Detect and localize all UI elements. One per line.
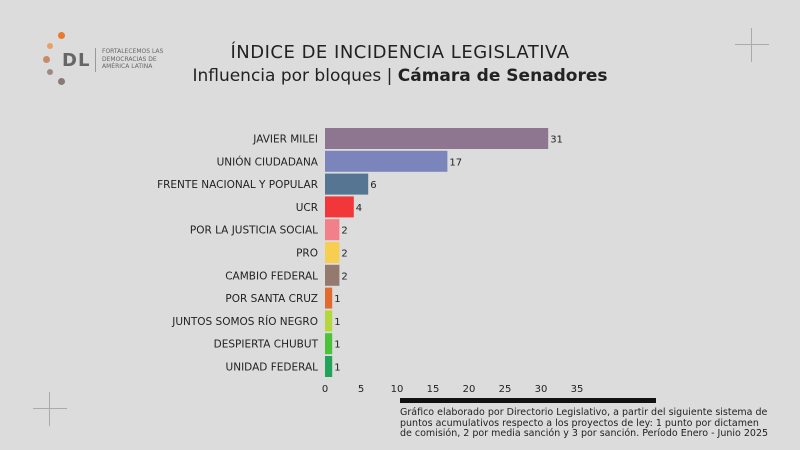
x-tick-label: 10 — [391, 384, 404, 395]
x-tick-label: 25 — [499, 384, 512, 395]
category-label: JUNTOS SOMOS RÍO NEGRO — [171, 315, 318, 328]
bar-9 — [325, 333, 333, 355]
logo-tagline: FORTALECEMOS LAS DEMOCRACIAS DE AMÉRICA … — [102, 48, 164, 70]
category-label: DESPIERTA CHUBUT — [214, 339, 319, 351]
bar-8 — [325, 310, 333, 332]
category-label: POR LA JUSTICIA SOCIAL — [190, 225, 318, 237]
bar-4 — [325, 219, 340, 241]
bar-2 — [325, 173, 369, 195]
category-label: PRO — [296, 248, 318, 260]
x-tick-label: 30 — [535, 384, 548, 395]
bar-6 — [325, 264, 340, 286]
value-label: 1 — [334, 317, 340, 328]
logo-dot — [58, 78, 65, 85]
value-label: 2 — [341, 249, 347, 260]
value-label: 2 — [341, 226, 347, 237]
value-label: 31 — [550, 135, 563, 146]
category-label: FRENTE NACIONAL Y POPULAR — [157, 179, 318, 191]
category-label: UNIDAD FEDERAL — [226, 362, 319, 374]
logo: DL FORTALECEMOS LAS DEMOCRACIAS DE AMÉRI… — [40, 30, 180, 90]
logo-dot — [47, 69, 53, 75]
x-tick-label: 15 — [427, 384, 440, 395]
value-label: 1 — [334, 294, 340, 305]
bar-0 — [325, 128, 549, 149]
value-label: 2 — [341, 271, 347, 282]
page-subtitle: Influencia por bloques | Cámara de Senad… — [0, 66, 800, 86]
category-label: JAVIER MILEI — [252, 134, 318, 146]
value-label: 1 — [334, 363, 340, 374]
bar-10 — [325, 356, 333, 377]
bar-7 — [325, 287, 333, 309]
bar-1 — [325, 150, 448, 172]
subtitle-prefix: Influencia por bloques | — [192, 66, 398, 86]
bar-5 — [325, 242, 340, 263]
x-tick-label: 5 — [358, 384, 364, 395]
value-label: 1 — [334, 340, 340, 351]
bar-3 — [325, 196, 354, 218]
value-label: 17 — [449, 157, 462, 168]
category-label: POR SANTA CRUZ — [225, 293, 318, 305]
value-label: 4 — [356, 203, 362, 214]
logo-dot — [43, 56, 50, 63]
category-label: UCR — [296, 202, 318, 214]
logo-dot — [58, 32, 65, 39]
footnote: Gráfico elaborado por Directorio Legisla… — [400, 407, 769, 439]
x-tick-label: 20 — [463, 384, 476, 395]
logo-mark: DL — [62, 50, 91, 71]
category-label: UNIÓN CIUDADANA — [217, 155, 319, 168]
x-tick-label: 35 — [571, 384, 584, 395]
category-label: CAMBIO FEDERAL — [225, 270, 318, 282]
logo-divider — [95, 48, 96, 72]
page-title: ÍNDICE DE INCIDENCIA LEGISLATIVA — [230, 42, 570, 63]
value-label: 6 — [370, 180, 376, 191]
subtitle-bold: Cámara de Senadores — [397, 66, 608, 86]
logo-dot — [47, 43, 53, 49]
footnote-rule — [400, 398, 656, 403]
x-tick-label: 0 — [322, 384, 328, 395]
